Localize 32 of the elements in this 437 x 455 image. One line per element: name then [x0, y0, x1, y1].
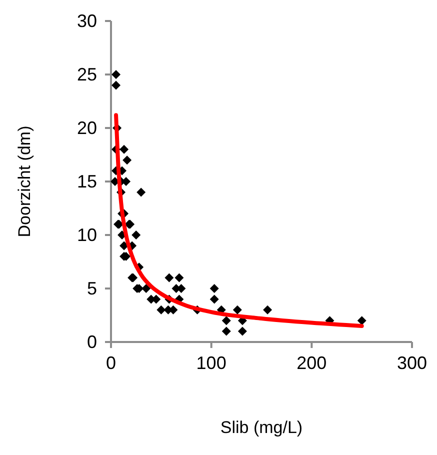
- point: [232, 305, 242, 314]
- point: [164, 273, 174, 282]
- point: [174, 273, 184, 282]
- point: [112, 80, 121, 90]
- point: [238, 326, 247, 336]
- y-tick-label: 10: [76, 225, 97, 245]
- y-tick-label: 20: [76, 118, 97, 138]
- x-tick-label: 300: [396, 353, 428, 373]
- point: [132, 230, 141, 240]
- point: [263, 305, 272, 314]
- point: [156, 305, 166, 314]
- point: [112, 70, 121, 79]
- point: [136, 188, 146, 197]
- x-tick-label: 100: [196, 353, 226, 373]
- point: [142, 284, 151, 293]
- y-tick-label: 0: [86, 332, 97, 352]
- point: [357, 316, 366, 326]
- y-tick-label: 15: [76, 172, 97, 192]
- point: [120, 144, 129, 154]
- x-tick-label: 0: [106, 353, 116, 373]
- line-series: [114, 113, 364, 328]
- point: [222, 316, 231, 326]
- point: [122, 156, 132, 165]
- x-tick-label: 200: [296, 353, 327, 373]
- y-tick-label: 5: [86, 278, 97, 298]
- y-tick-label: 25: [76, 64, 97, 84]
- point: [222, 326, 231, 336]
- point: [210, 294, 219, 304]
- x-axis-title: Slib (mg/L): [220, 418, 303, 437]
- y-axis-title: Doorzicht (dm): [15, 126, 34, 238]
- point: [210, 284, 219, 293]
- y-tick-label: 30: [76, 11, 97, 31]
